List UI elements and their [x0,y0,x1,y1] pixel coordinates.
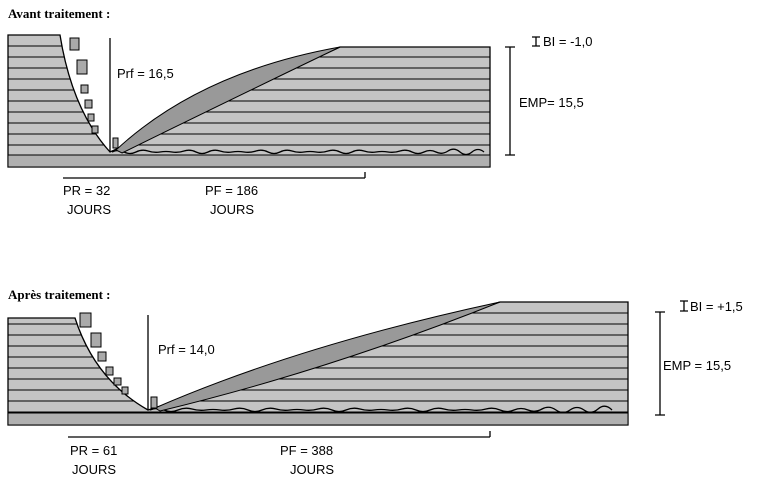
pf-label: PF = 186 [205,183,258,198]
panel-title: Après traitement : [8,287,111,302]
deposit [153,301,501,412]
wavy-line [111,148,485,156]
pf-label: PF = 388 [280,443,333,458]
pf-unit: JOURS [210,202,254,217]
emp-bracket [505,46,515,156]
pr-unit: JOURS [72,462,116,477]
pr-label: PR = 61 [70,443,117,458]
prf-label: Prf = 16,5 [117,66,174,81]
bi-marker [680,300,688,312]
prf-label: Prf = 14,0 [158,342,215,357]
pf-unit: JOURS [290,462,334,477]
panel-before: Avant traitement : Prf = 16,5 EMP= 15,5 … [7,6,593,217]
time-axis [68,431,491,438]
base [7,412,629,426]
base [7,154,491,168]
time-axis [63,172,366,179]
panel-title: Avant traitement : [8,6,110,21]
deposit [115,46,341,154]
pr-unit: JOURS [67,202,111,217]
emp-label: EMP= 15,5 [519,95,584,110]
blocks [69,37,119,149]
blocks [79,312,158,409]
bi-marker [532,36,540,47]
pr-label: PR = 32 [63,183,110,198]
bi-label: BI = -1,0 [543,34,593,49]
wavy-line [149,405,613,414]
emp-label: EMP = 15,5 [663,358,731,373]
emp-bracket [655,311,665,416]
bi-label: BI = +1,5 [690,299,743,314]
panel-after: Après traitement : Prf = 14,0 EMP = 15,5… [7,287,743,477]
